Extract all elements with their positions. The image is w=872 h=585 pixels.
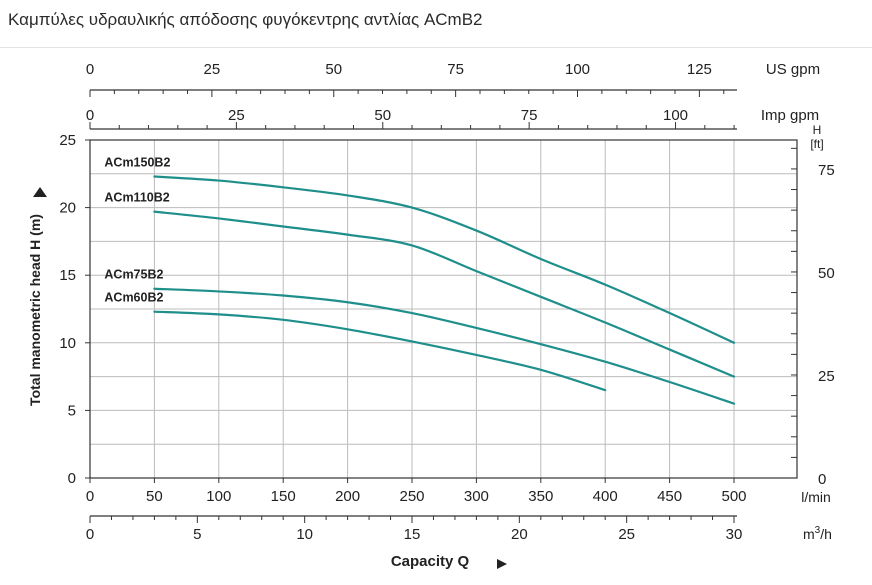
series-label-acm110b2: ACm110B2 <box>104 191 169 205</box>
y-tick-label: 5 <box>68 402 76 419</box>
m3h-tick-label: 10 <box>296 526 313 543</box>
m3h-tick-label: 25 <box>618 526 635 543</box>
y-tick-label: 10 <box>59 335 76 352</box>
series-label-acm150b2: ACm150B2 <box>104 156 170 170</box>
m3h-tick-label: 30 <box>726 526 743 543</box>
imp-gpm-tick-label: 25 <box>228 107 245 124</box>
series-label-acm60b2: ACm60B2 <box>104 291 163 305</box>
x-tick-label: 0 <box>86 488 94 505</box>
x-tick-label: 200 <box>335 488 360 505</box>
m3h-unit-label: m3/h <box>803 525 832 542</box>
y-axis-title: Total manometric head H (m) <box>27 214 43 406</box>
x-axis-arrow-icon <box>497 559 507 569</box>
y-tick-label: 0 <box>68 470 76 487</box>
imp-gpm-tick-label: 50 <box>374 107 391 124</box>
y-tick-label: 15 <box>59 267 76 284</box>
us-gpm-unit-label: US gpm <box>766 61 820 78</box>
x-unit-label: l/min <box>801 489 831 505</box>
ft-tick-label: 75 <box>818 162 835 179</box>
us-gpm-tick-label: 125 <box>687 61 712 78</box>
imp-gpm-unit-label: Imp gpm <box>761 107 819 124</box>
page-title: Καμπύλες υδραυλικής απόδοσης φυγόκεντρης… <box>8 10 483 29</box>
ft-unit-label-top: H <box>813 123 822 137</box>
title-divider <box>0 47 872 48</box>
series-curve-acm60b2 <box>153 310 607 392</box>
y-tick-label: 25 <box>59 132 76 149</box>
x-tick-label: 350 <box>528 488 553 505</box>
x-tick-label: 150 <box>271 488 296 505</box>
y-tick-label: 20 <box>59 200 76 217</box>
series-curve-acm150b2 <box>153 175 736 344</box>
x-tick-label: 300 <box>464 488 489 505</box>
x-tick-label: 250 <box>399 488 424 505</box>
series-curve-acm75b2 <box>153 287 736 405</box>
x-tick-label: 450 <box>657 488 682 505</box>
us-gpm-tick-label: 75 <box>447 61 464 78</box>
imp-gpm-tick-label: 75 <box>521 107 538 124</box>
series-curve-acm110b2 <box>153 210 736 378</box>
ft-unit-label-bottom: [ft] <box>810 137 823 151</box>
m3h-tick-label: 20 <box>511 526 528 543</box>
ft-tick-label: 25 <box>818 368 835 385</box>
us-gpm-tick-label: 0 <box>86 61 94 78</box>
series-label-acm75b2: ACm75B2 <box>104 268 163 282</box>
imp-gpm-tick-label: 0 <box>86 107 94 124</box>
x-tick-label: 50 <box>146 488 163 505</box>
x-axis-title: Capacity Q <box>391 553 470 570</box>
ft-tick-label: 0 <box>818 471 826 488</box>
us-gpm-tick-label: 100 <box>565 61 590 78</box>
x-tick-label: 100 <box>206 488 231 505</box>
us-gpm-tick-label: 50 <box>325 61 342 78</box>
ft-tick-label: 50 <box>818 265 835 282</box>
plot-frame <box>89 139 798 479</box>
x-tick-label: 400 <box>593 488 618 505</box>
imp-gpm-tick-label: 100 <box>663 107 688 124</box>
us-gpm-tick-label: 25 <box>204 61 221 78</box>
m3h-tick-label: 0 <box>86 526 94 543</box>
m3h-tick-label: 5 <box>193 526 201 543</box>
x-tick-label: 500 <box>721 488 746 505</box>
m3h-tick-label: 15 <box>404 526 421 543</box>
y-axis-arrow-icon <box>33 187 47 197</box>
